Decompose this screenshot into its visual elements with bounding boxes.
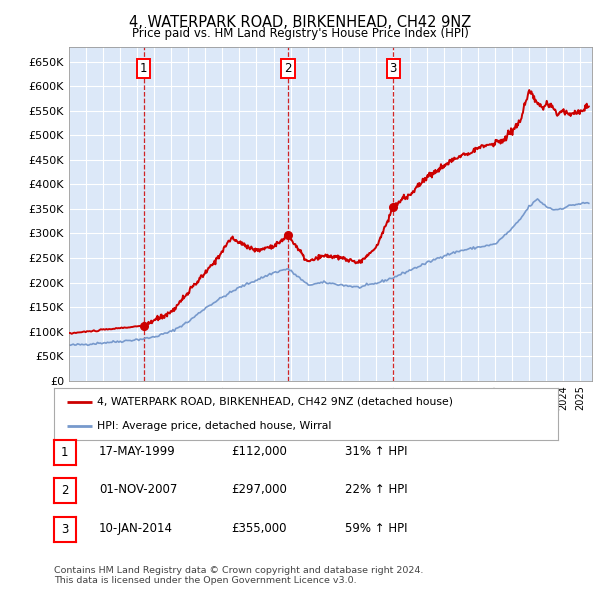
- Text: HPI: Average price, detached house, Wirral: HPI: Average price, detached house, Wirr…: [97, 421, 331, 431]
- Text: 3: 3: [389, 63, 397, 76]
- Text: 59% ↑ HPI: 59% ↑ HPI: [345, 522, 407, 535]
- Text: 10-JAN-2014: 10-JAN-2014: [99, 522, 173, 535]
- Text: £355,000: £355,000: [231, 522, 287, 535]
- Text: £112,000: £112,000: [231, 445, 287, 458]
- Text: Price paid vs. HM Land Registry's House Price Index (HPI): Price paid vs. HM Land Registry's House …: [131, 27, 469, 40]
- Text: 1: 1: [61, 446, 68, 459]
- Text: 2: 2: [61, 484, 68, 497]
- Text: 1: 1: [140, 63, 148, 76]
- Text: 4, WATERPARK ROAD, BIRKENHEAD, CH42 9NZ: 4, WATERPARK ROAD, BIRKENHEAD, CH42 9NZ: [129, 15, 471, 30]
- Text: Contains HM Land Registry data © Crown copyright and database right 2024.
This d: Contains HM Land Registry data © Crown c…: [54, 566, 424, 585]
- Text: 3: 3: [61, 523, 68, 536]
- Text: £297,000: £297,000: [231, 483, 287, 496]
- Text: 01-NOV-2007: 01-NOV-2007: [99, 483, 178, 496]
- Text: 17-MAY-1999: 17-MAY-1999: [99, 445, 176, 458]
- Text: 22% ↑ HPI: 22% ↑ HPI: [345, 483, 407, 496]
- Text: 4, WATERPARK ROAD, BIRKENHEAD, CH42 9NZ (detached house): 4, WATERPARK ROAD, BIRKENHEAD, CH42 9NZ …: [97, 396, 453, 407]
- Text: 2: 2: [284, 63, 292, 76]
- Text: 31% ↑ HPI: 31% ↑ HPI: [345, 445, 407, 458]
